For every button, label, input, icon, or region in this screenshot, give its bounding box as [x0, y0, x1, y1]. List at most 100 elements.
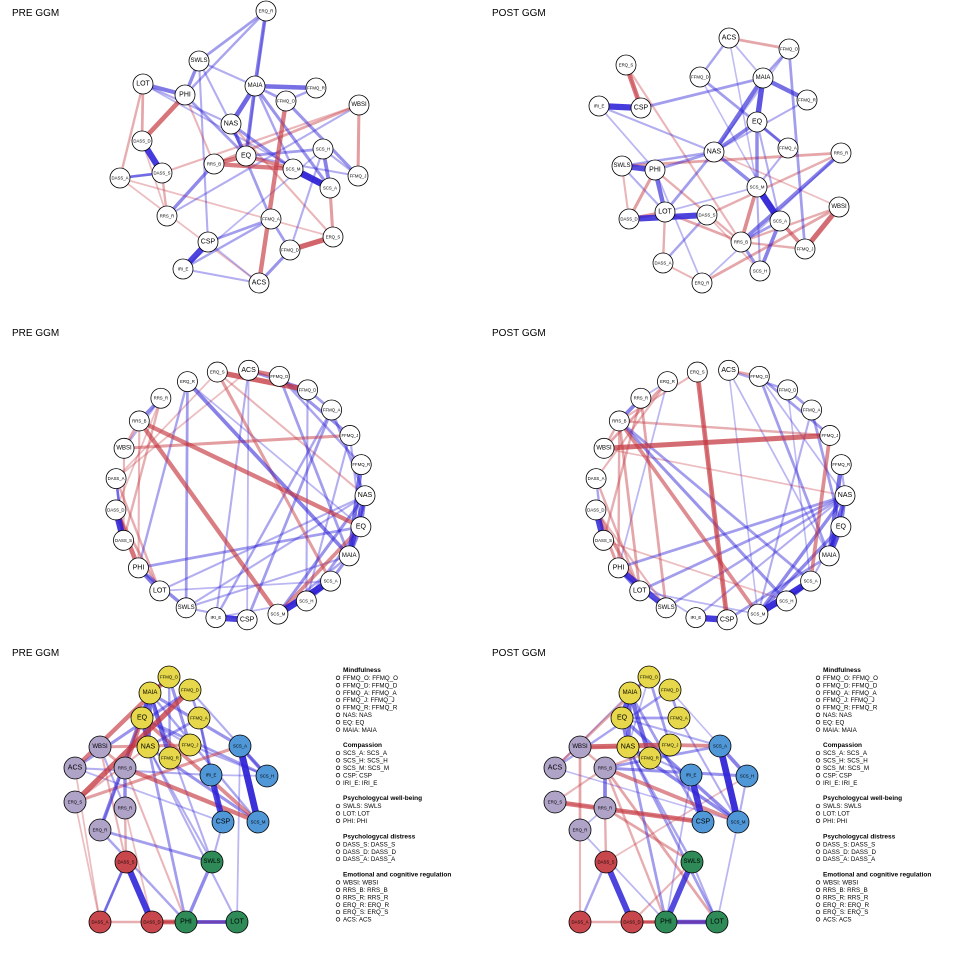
node-circle — [297, 379, 318, 401]
edge-RRS_R-DASS_S — [122, 397, 163, 542]
legend-item: PHI: PHI — [343, 818, 367, 825]
node-label: ERQ_R — [660, 379, 675, 384]
node-circle — [747, 603, 769, 625]
node-circle — [255, 0, 277, 22]
node-label: ERQ_R — [695, 281, 710, 286]
edge-CSP-MAIA — [639, 76, 765, 110]
node-FFMQ_D: FFMQ_D — [658, 678, 682, 702]
node-WBSI: WBSI — [348, 94, 370, 116]
legend-item: WBSI: WBSI — [343, 880, 378, 887]
node-NAS: NAS — [616, 735, 640, 759]
edge-FFMQ_D-SCS_A — [669, 689, 721, 747]
node-circle — [593, 529, 614, 551]
edge-ERQ_R-EQ — [186, 380, 362, 528]
node-FFMQ_O: FFMQ_O — [275, 90, 297, 112]
node-circle — [618, 208, 640, 230]
legend-bullet — [335, 849, 341, 854]
node-FFMQ_R: FFMQ_R — [158, 746, 182, 770]
node-circle — [151, 162, 173, 184]
node-circle — [158, 746, 182, 770]
node-circle — [594, 850, 618, 874]
node-circle — [113, 796, 137, 820]
node-circle — [279, 239, 301, 261]
legend-item: SCS_H: SCS_H — [343, 758, 388, 765]
node-label: RRS_B — [734, 240, 748, 245]
node-circle — [172, 258, 194, 280]
legend-group-title: Mindfulness — [823, 667, 861, 674]
node-SCS_M: SCS_M — [746, 176, 768, 198]
node-SWLS: SWLS — [680, 850, 704, 874]
node-ERQ_S: ERQ_S — [206, 361, 228, 383]
node-label: RRS_B — [118, 766, 132, 771]
edge-ERQ_S-RRS_B — [618, 371, 699, 422]
legend-item: ERQ_R: ERQ_R — [343, 902, 390, 909]
node-label: CSP — [720, 616, 735, 623]
edge-ACS-IRI_E — [181, 267, 261, 285]
edge-PHI-EQ — [137, 525, 363, 570]
node-CSP: CSP — [716, 609, 738, 631]
legend-bullet — [815, 697, 821, 703]
node-ERQ_R: ERQ_R — [657, 371, 678, 392]
node-label: PHI — [613, 564, 625, 571]
edge-CSP-FFMQ_A — [206, 217, 273, 244]
node-circle — [652, 252, 674, 274]
node-circle — [138, 681, 162, 705]
legend-bullet — [335, 803, 341, 809]
node-label: ACS — [241, 367, 256, 374]
node-circle — [63, 756, 87, 780]
edge-LOT-SCS_M — [664, 186, 758, 213]
legend-group-title: Emotional and cognitive regulation — [343, 872, 451, 879]
node-DASS_D: DASS_D — [585, 499, 607, 521]
node-label: PHI — [180, 919, 192, 926]
legend-bullet — [335, 697, 341, 703]
node-WBSI: WBSI — [593, 437, 615, 459]
node-circle — [543, 790, 567, 814]
edge-DASS_S-SCS_H — [602, 539, 788, 602]
node-WBSI: WBSI — [828, 196, 850, 218]
legend-item: RRS_R: RRS_R — [343, 894, 389, 901]
legend-bullet — [815, 720, 821, 725]
node-circle — [679, 763, 703, 787]
legend-bullet — [335, 880, 341, 885]
node-label: FFMQ_R — [641, 756, 659, 761]
node-LOT: LOT — [132, 73, 154, 95]
node-RRS_R: RRS_R — [593, 796, 617, 820]
node-SWLS: SWLS — [200, 850, 224, 874]
edge-NAS-SCS_M — [276, 494, 367, 616]
node-circle — [203, 153, 225, 175]
node-circle — [175, 597, 197, 619]
edge-SCS_A-RRS_B — [603, 744, 722, 770]
node-circle — [275, 90, 297, 112]
legend-group-title: Mindfulness — [343, 667, 381, 674]
node-label: DASS_A — [108, 476, 125, 481]
legend-bullet — [335, 856, 341, 862]
node-circle — [321, 399, 343, 421]
node-label: RRS_R — [598, 806, 613, 811]
node-circle — [800, 570, 822, 592]
legend-bullet — [815, 902, 821, 907]
edge-RRS_B-EQ — [137, 418, 364, 529]
node-FFMQ_A: FFMQ_A — [667, 706, 691, 730]
edge-SCS_A-ERQ_S — [73, 744, 242, 804]
node-label: SCS_A — [324, 579, 338, 584]
node-FFMQ_D: FFMQ_D — [689, 66, 711, 88]
node-label: ACS — [548, 765, 563, 772]
node-IRI_E: IRI_E — [685, 607, 707, 629]
edge-RRS_B-SCS_M — [617, 419, 760, 616]
node-ERQ_S: ERQ_S — [686, 361, 708, 383]
node-circle — [339, 425, 361, 446]
node-label: FFMQ_A — [190, 716, 208, 721]
node-FFMQ_D: FFMQ_D — [178, 678, 202, 702]
node-label: SCS_M — [286, 167, 301, 172]
edge-NAS-PHI — [626, 745, 668, 924]
legend-item: DASS_A: DASS_A — [343, 856, 396, 863]
legend-bullet — [815, 849, 821, 854]
legend-item: WBSI: WBSI — [823, 880, 858, 887]
edge-ACS-SCS_M — [728, 37, 758, 188]
edge-FFMQ_J-RRS_B — [618, 419, 832, 437]
node-label: ERQ_S — [548, 800, 563, 805]
node-circle — [136, 735, 160, 759]
node-label: ACS — [252, 280, 267, 287]
edge-FFMQ_J-FFMQ_O — [647, 675, 672, 747]
edge-SWLS-NAS — [197, 59, 233, 126]
